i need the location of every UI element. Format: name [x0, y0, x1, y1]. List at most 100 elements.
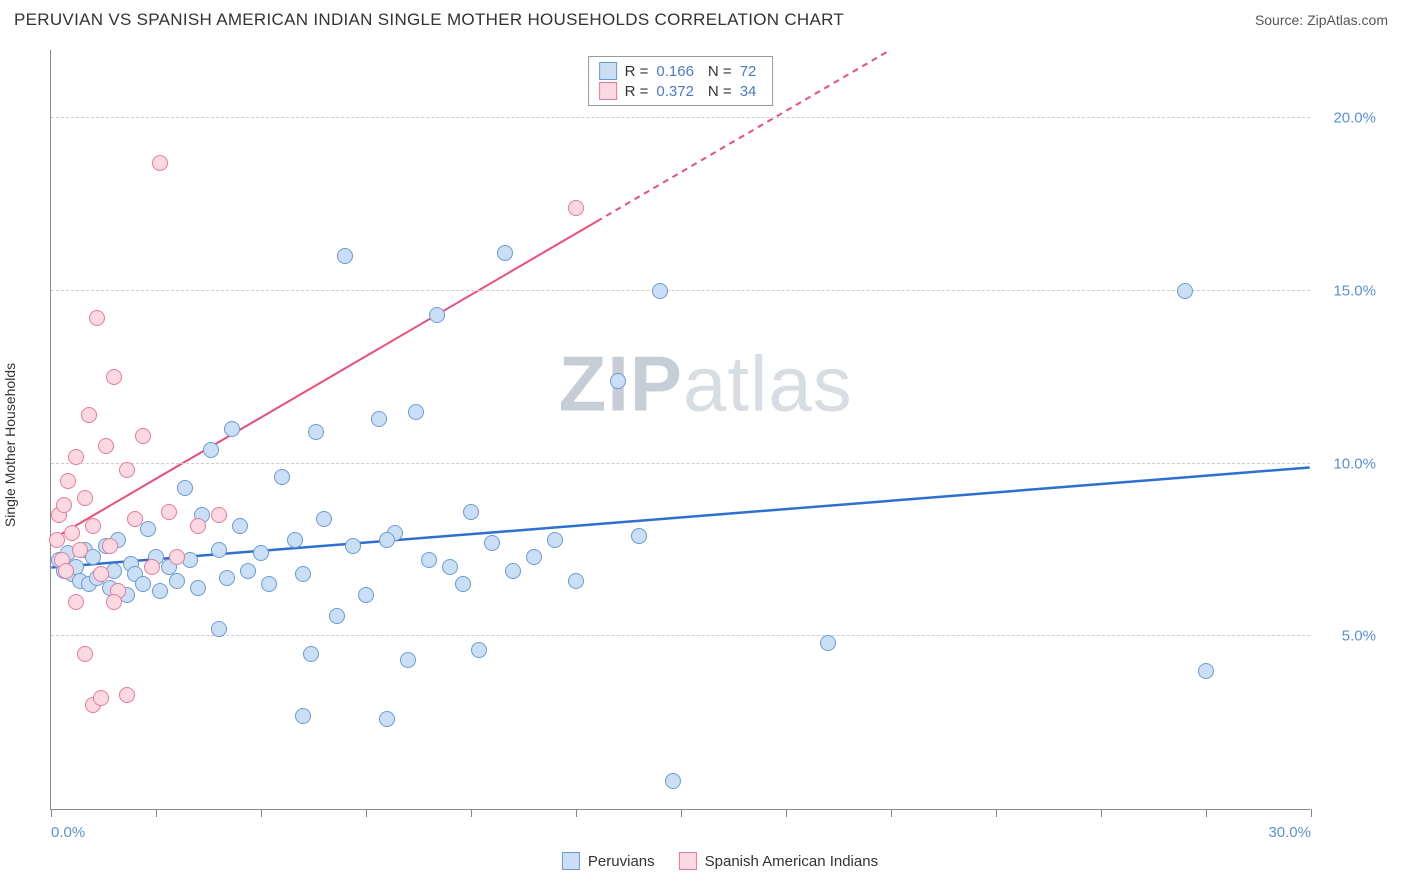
xtick [576, 809, 577, 817]
scatter-point [219, 570, 235, 586]
n-value: 34 [740, 83, 757, 100]
stats-row: R = 0.372 N = 34 [599, 81, 763, 101]
scatter-point [68, 594, 84, 610]
scatter-point [316, 511, 332, 527]
xtick-label: 30.0% [1268, 824, 1311, 841]
scatter-point [152, 583, 168, 599]
scatter-point [135, 576, 151, 592]
scatter-point [232, 518, 248, 534]
scatter-point [224, 421, 240, 437]
scatter-point [106, 594, 122, 610]
scatter-point [93, 690, 109, 706]
trend-lines-svg [51, 50, 1310, 809]
legend-swatch [679, 852, 697, 870]
scatter-point [89, 310, 105, 326]
scatter-point [547, 532, 563, 548]
r-label: R = [625, 63, 649, 80]
n-label: N = [708, 83, 732, 100]
scatter-point [1198, 663, 1214, 679]
r-label: R = [625, 83, 649, 100]
scatter-point [820, 635, 836, 651]
chart-title: PERUVIAN VS SPANISH AMERICAN INDIAN SING… [14, 10, 844, 30]
scatter-point [169, 573, 185, 589]
stats-box: R =0.166N =72R =0.372N =34 [588, 56, 774, 106]
scatter-point [135, 428, 151, 444]
scatter-point [337, 248, 353, 264]
scatter-point [60, 473, 76, 489]
chart-source: Source: ZipAtlas.com [1255, 12, 1388, 28]
xtick [156, 809, 157, 817]
scatter-point [568, 200, 584, 216]
scatter-point [119, 462, 135, 478]
legend: Peruvians Spanish American Indians [562, 852, 878, 870]
watermark: ZIPatlas [559, 338, 853, 429]
scatter-point [1177, 283, 1193, 299]
r-value: 0.372 [656, 83, 694, 100]
scatter-point [98, 438, 114, 454]
xtick [786, 809, 787, 817]
ytick-label: 15.0% [1333, 282, 1376, 299]
scatter-point [665, 773, 681, 789]
xtick [261, 809, 262, 817]
scatter-point [72, 542, 88, 558]
legend-swatch [599, 82, 617, 100]
xtick [681, 809, 682, 817]
plot-area: ZIPatlas R =0.166N =72R =0.372N =34 5.0%… [50, 50, 1310, 810]
scatter-point [240, 563, 256, 579]
chart-container: Single Mother Households ZIPatlas R =0.1… [50, 50, 1390, 840]
stats-row: R =0.166N =72 [599, 61, 763, 81]
scatter-point [497, 245, 513, 261]
scatter-point [484, 535, 500, 551]
scatter-point [140, 521, 156, 537]
gridline-h [51, 635, 1310, 636]
scatter-point [303, 646, 319, 662]
scatter-point [211, 507, 227, 523]
ytick-label: 5.0% [1342, 628, 1376, 645]
scatter-point [161, 504, 177, 520]
scatter-point [442, 559, 458, 575]
scatter-point [526, 549, 542, 565]
gridline-h [51, 117, 1310, 118]
scatter-point [58, 563, 74, 579]
scatter-point [211, 542, 227, 558]
legend-label: Peruvians [588, 853, 655, 870]
legend-label: Spanish American Indians [705, 853, 878, 870]
scatter-point [85, 518, 101, 534]
scatter-point [308, 424, 324, 440]
xtick [1206, 809, 1207, 817]
scatter-point [568, 573, 584, 589]
scatter-point [471, 642, 487, 658]
scatter-point [77, 490, 93, 506]
scatter-point [379, 711, 395, 727]
scatter-point [295, 708, 311, 724]
legend-item: Spanish American Indians [679, 852, 878, 870]
scatter-point [287, 532, 303, 548]
scatter-point [400, 652, 416, 668]
scatter-point [211, 621, 227, 637]
scatter-point [358, 587, 374, 603]
scatter-point [77, 646, 93, 662]
scatter-point [127, 511, 143, 527]
scatter-point [102, 538, 118, 554]
scatter-point [371, 411, 387, 427]
xtick [1311, 809, 1312, 817]
xtick [471, 809, 472, 817]
ytick-label: 10.0% [1333, 455, 1376, 472]
scatter-point [463, 504, 479, 520]
scatter-point [505, 563, 521, 579]
scatter-point [261, 576, 277, 592]
ytick-label: 20.0% [1333, 110, 1376, 127]
gridline-h [51, 463, 1310, 464]
gridline-h [51, 290, 1310, 291]
xtick [996, 809, 997, 817]
xtick [51, 809, 52, 817]
scatter-point [177, 480, 193, 496]
scatter-point [652, 283, 668, 299]
scatter-point [253, 545, 269, 561]
r-value: 0.166 [656, 63, 694, 80]
legend-swatch [562, 852, 580, 870]
scatter-point [68, 449, 84, 465]
scatter-point [203, 442, 219, 458]
trend-line [51, 221, 596, 539]
xtick [891, 809, 892, 817]
